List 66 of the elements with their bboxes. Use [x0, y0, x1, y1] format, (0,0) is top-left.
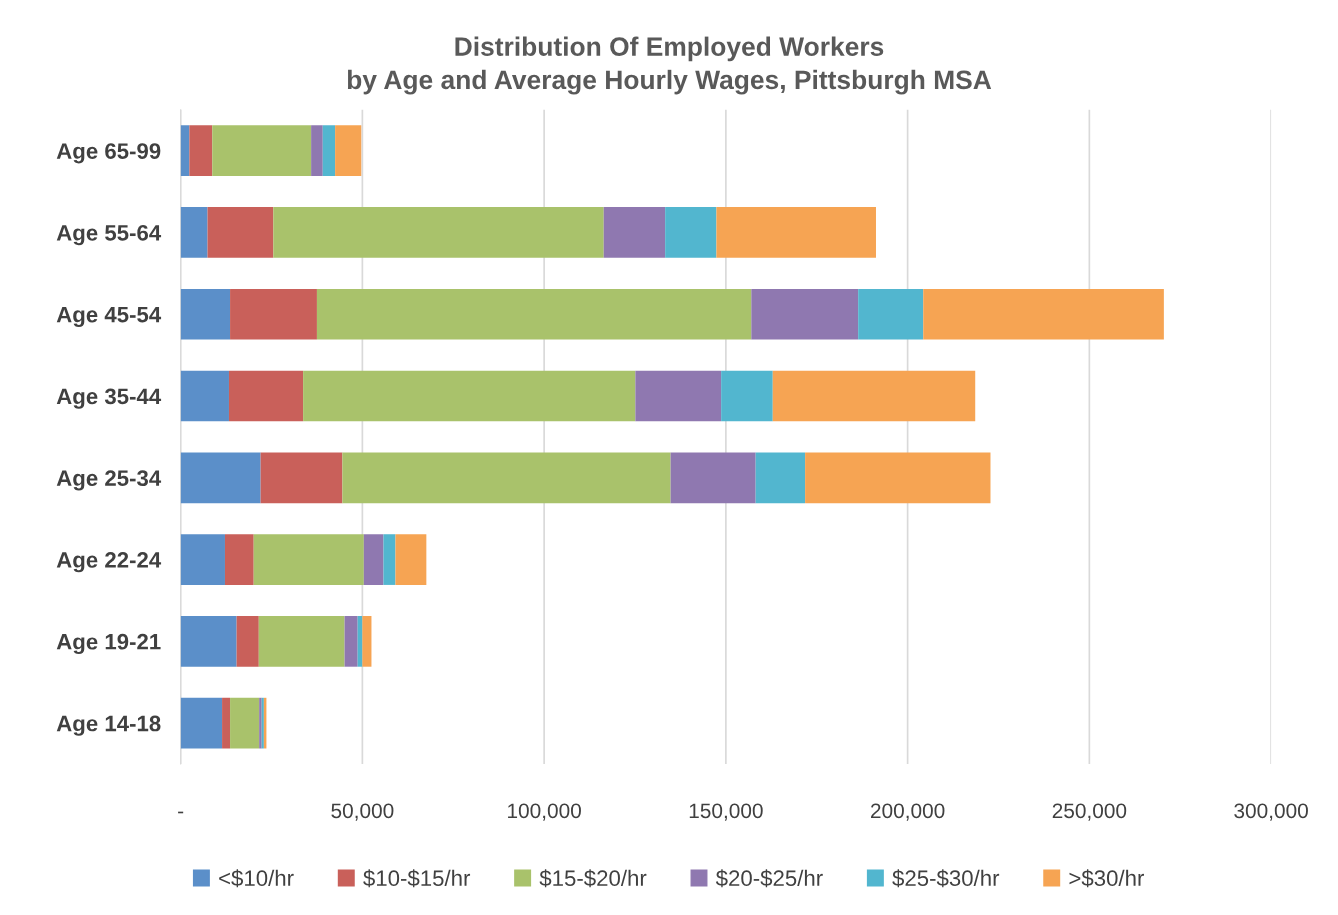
y-tick-label: Age 22-24 — [56, 552, 162, 573]
bar — [258, 616, 345, 667]
bar — [180, 452, 261, 504]
bar — [335, 125, 362, 177]
y-tick-label: Age 14-18 — [56, 715, 161, 736]
x-tick-label: 100,000 — [508, 803, 581, 821]
bar — [603, 207, 666, 258]
bar — [260, 452, 343, 504]
bar — [342, 452, 671, 504]
bar — [716, 207, 876, 258]
bar — [180, 207, 208, 258]
x-tick-label: 200,000 — [871, 803, 945, 821]
bar — [230, 288, 317, 340]
bar — [316, 288, 752, 340]
bar — [180, 125, 190, 177]
bar — [635, 370, 722, 422]
bar — [311, 125, 323, 177]
bar — [923, 288, 1164, 340]
bar — [322, 125, 336, 177]
bar — [224, 534, 254, 585]
y-tick-label: Age 19-21 — [56, 633, 161, 655]
bar — [344, 616, 358, 667]
bar — [236, 616, 259, 667]
x-tick-label: 50,000 — [331, 803, 394, 821]
bar — [228, 370, 304, 422]
legend-label: $10-$15/hr — [363, 869, 471, 888]
bar — [180, 370, 229, 422]
bar — [222, 697, 231, 749]
bar — [395, 534, 427, 585]
y-tick-label: Age 45-54 — [56, 306, 162, 327]
bar — [858, 288, 924, 340]
legend-label: <$10/hr — [219, 869, 294, 888]
bar — [180, 288, 231, 340]
bar — [180, 616, 237, 667]
legend-label: $20-$25/hr — [715, 869, 823, 888]
legend-label: $15-$20/hr — [539, 869, 647, 888]
y-tick-label: Age 65-99 — [56, 143, 161, 164]
bar — [721, 370, 773, 422]
bar — [363, 534, 384, 585]
y-tick-label: Age 55-64 — [56, 224, 162, 246]
legend-label: $25-$30/hr — [892, 869, 1000, 888]
y-tick-label: Age 35-44 — [56, 388, 162, 409]
bar — [253, 534, 364, 585]
bar — [362, 616, 372, 667]
bar — [180, 534, 225, 585]
bar — [772, 370, 976, 422]
chart-title: Distribution Of Employed Workers by Age and Average Hourly Wages, Pittsburgh MSA — [347, 36, 992, 95]
x-tick-label: - — [178, 811, 184, 814]
bar — [273, 207, 604, 258]
x-tick-label: 300,000 — [1234, 803, 1308, 821]
bar — [303, 370, 636, 422]
bar — [230, 697, 260, 749]
bar — [383, 534, 396, 585]
legend-label: >$30/hr — [1069, 869, 1145, 888]
bar — [207, 207, 274, 258]
bar — [189, 125, 213, 177]
x-tick-label: 150,000 — [689, 803, 763, 821]
x-tick-label: 250,000 — [1052, 803, 1127, 821]
bar — [751, 288, 859, 340]
y-tick-label: Age 25-34 — [56, 470, 162, 491]
bar — [755, 452, 806, 504]
bar — [670, 452, 756, 504]
bar — [180, 697, 223, 749]
bar — [805, 452, 991, 504]
bar — [212, 125, 312, 177]
bar — [665, 207, 717, 258]
